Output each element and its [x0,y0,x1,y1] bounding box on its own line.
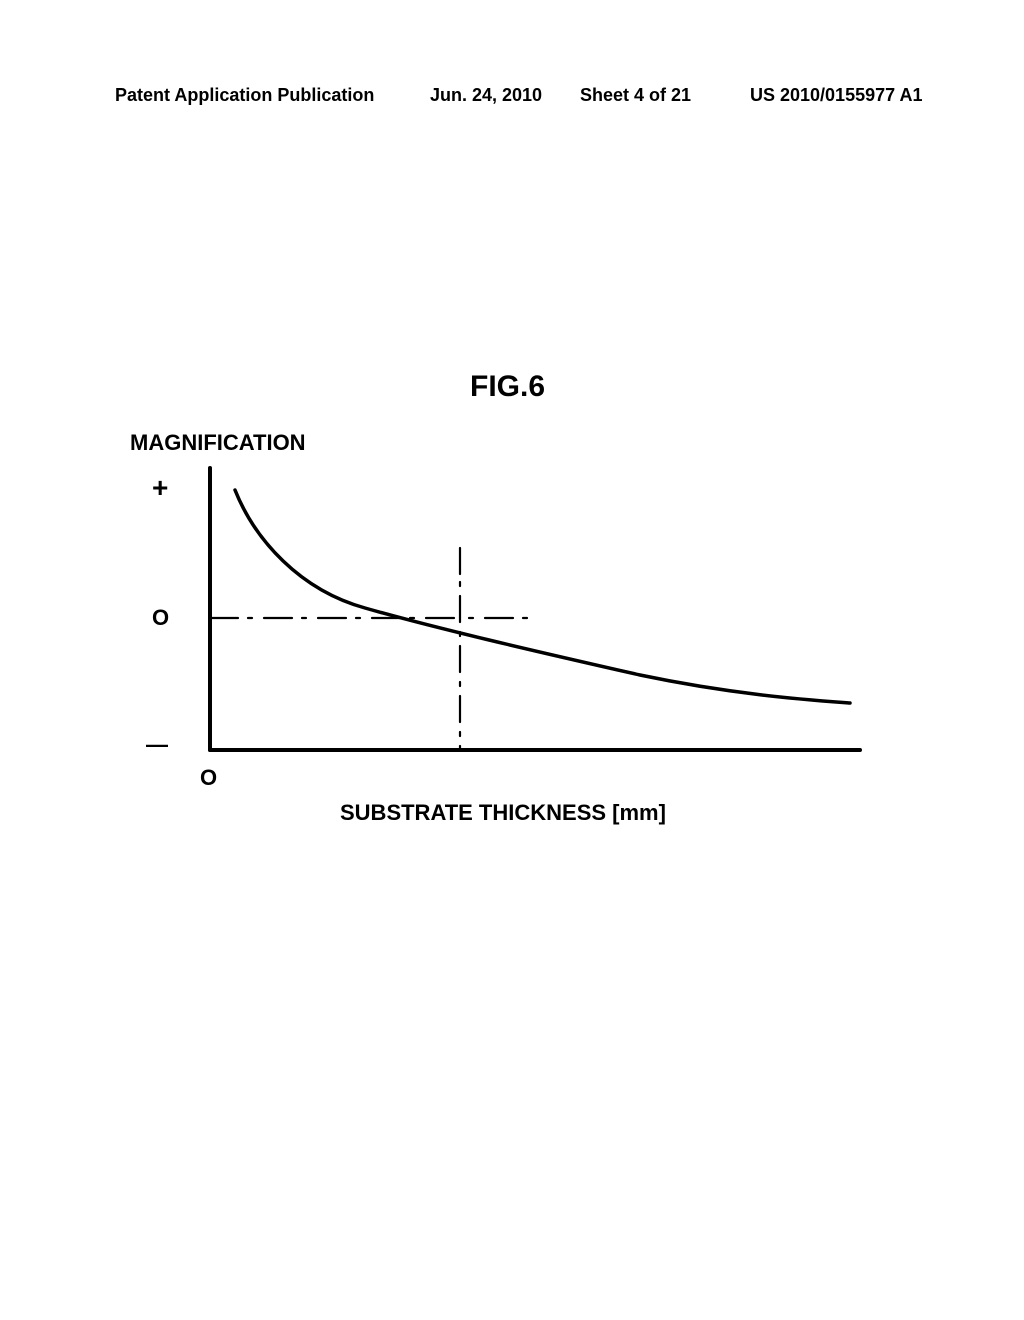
chart-svg [190,460,870,760]
x-tick-zero: O [200,765,217,791]
header-sheet: Sheet 4 of 21 [580,85,691,106]
header-date: Jun. 24, 2010 [430,85,542,106]
y-tick-minus: — [146,732,168,758]
x-axis-label: SUBSTRATE THICKNESS [mm] [340,800,666,826]
header-publication: Patent Application Publication [115,85,374,106]
y-tick-plus: + [152,472,168,504]
figure-title: FIG.6 [470,370,545,404]
chart-container: MAGNIFICATION + O — O SUBSTRATE THICKNES… [130,430,890,850]
y-tick-zero: O [152,605,169,631]
y-axis-label: MAGNIFICATION [130,430,306,456]
header-pubno: US 2010/0155977 A1 [750,85,922,106]
